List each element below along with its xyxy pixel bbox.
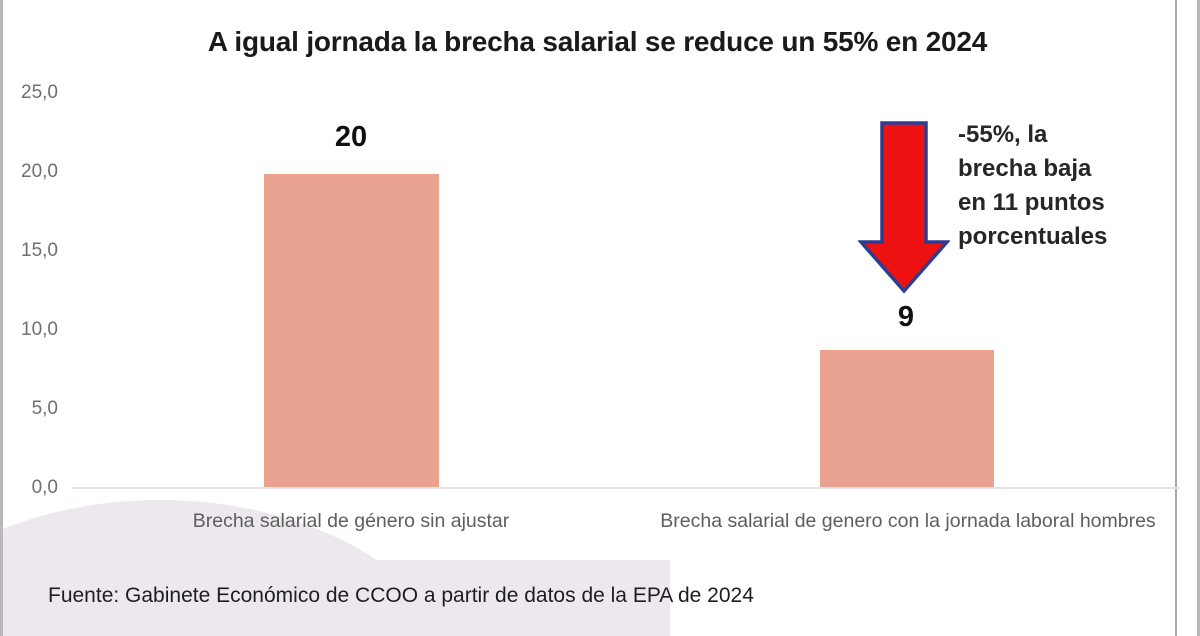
- source-note: Fuente: Gabinete Económico de CCOO a par…: [48, 584, 754, 607]
- annotation-line-1: -55%, la: [958, 121, 1048, 148]
- slide-border-right-inner: [1175, 0, 1177, 636]
- y-axis-tick-10: 10,0: [21, 319, 58, 340]
- y-axis-tick-0: 0,0: [31, 477, 58, 498]
- y-axis-tick-20: 20,0: [21, 161, 58, 182]
- bar-value-label-2: 9: [897, 301, 915, 333]
- category-label-1: Brecha salarial de género sin ajustar: [192, 510, 510, 532]
- bar-brecha-sin-ajustar[interactable]: [264, 174, 439, 487]
- annotation-line-4: porcentuales: [958, 223, 1108, 251]
- bar-brecha-jornada-hombres[interactable]: [820, 350, 994, 487]
- annotation-line-2: brecha baja: [958, 155, 1092, 183]
- slide-border-right-outer: [1197, 0, 1200, 636]
- y-axis-tick-5: 5,0: [31, 398, 58, 419]
- bar-value-label-1: 20: [334, 121, 368, 153]
- y-axis-tick-25: 25,0: [21, 82, 58, 103]
- slide-border-left: [0, 0, 3, 636]
- decorative-blob-fill: [0, 560, 670, 636]
- category-label-2: Brecha salarial de genero con la jornada…: [660, 510, 1156, 532]
- chart-title: A igual jornada la brecha salarial se re…: [207, 26, 988, 57]
- x-axis-baseline: [72, 487, 1180, 489]
- y-axis-tick-15: 15,0: [21, 240, 58, 261]
- annotation-text: -55%, la brecha baja en 11 puntos porcen…: [958, 118, 1188, 254]
- annotation-line-3: en 11 puntos: [958, 189, 1105, 217]
- down-arrow-icon: [858, 120, 950, 295]
